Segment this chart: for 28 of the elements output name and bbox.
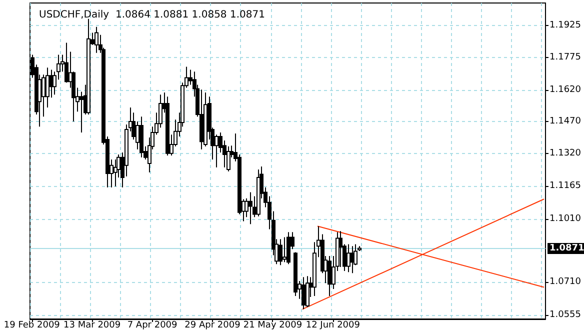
x-tick-label: 19 Feb 2009 [4,320,60,330]
candlestick [94,26,98,54]
x-tick-label: 12 Jun 2009 [306,320,360,330]
x-tick-label: 7 Apr 2009 [127,320,178,330]
candlestick [338,230,342,268]
candlestick [306,276,310,308]
text: USDCHF,Daily 1.0864 1.0881 1.0858 1.0871 [39,10,265,20]
candlestick [248,192,252,225]
x-tick-label: 13 Mar 2009 [64,320,121,330]
y-tick-label: 1.1775 [550,52,582,62]
candlestick [278,238,282,266]
ref-line-label: 1.0871 [550,244,584,254]
x-tick-label: 21 May 2009 [243,320,302,330]
candlestick [282,236,286,263]
y-tick-label: 1.1320 [550,148,582,158]
candlestick [302,276,306,310]
y-tick-label: 1.1010 [550,214,582,224]
y-tick-label: 1.1925 [550,20,582,31]
candlestick [328,256,332,296]
y-tick-label: 1.0710 [550,277,582,288]
y-tick-label: 1.1620 [550,85,582,96]
x-tick-label: 29 Apr 2009 [184,320,241,330]
candlestick [346,244,350,273]
y-tick-label: 1.1470 [550,116,582,127]
y-tick-label: 1.1165 [550,181,582,192]
candlestick [64,42,68,84]
candlestick [80,91,84,133]
y-tick-label: 1.0555 [550,310,582,320]
